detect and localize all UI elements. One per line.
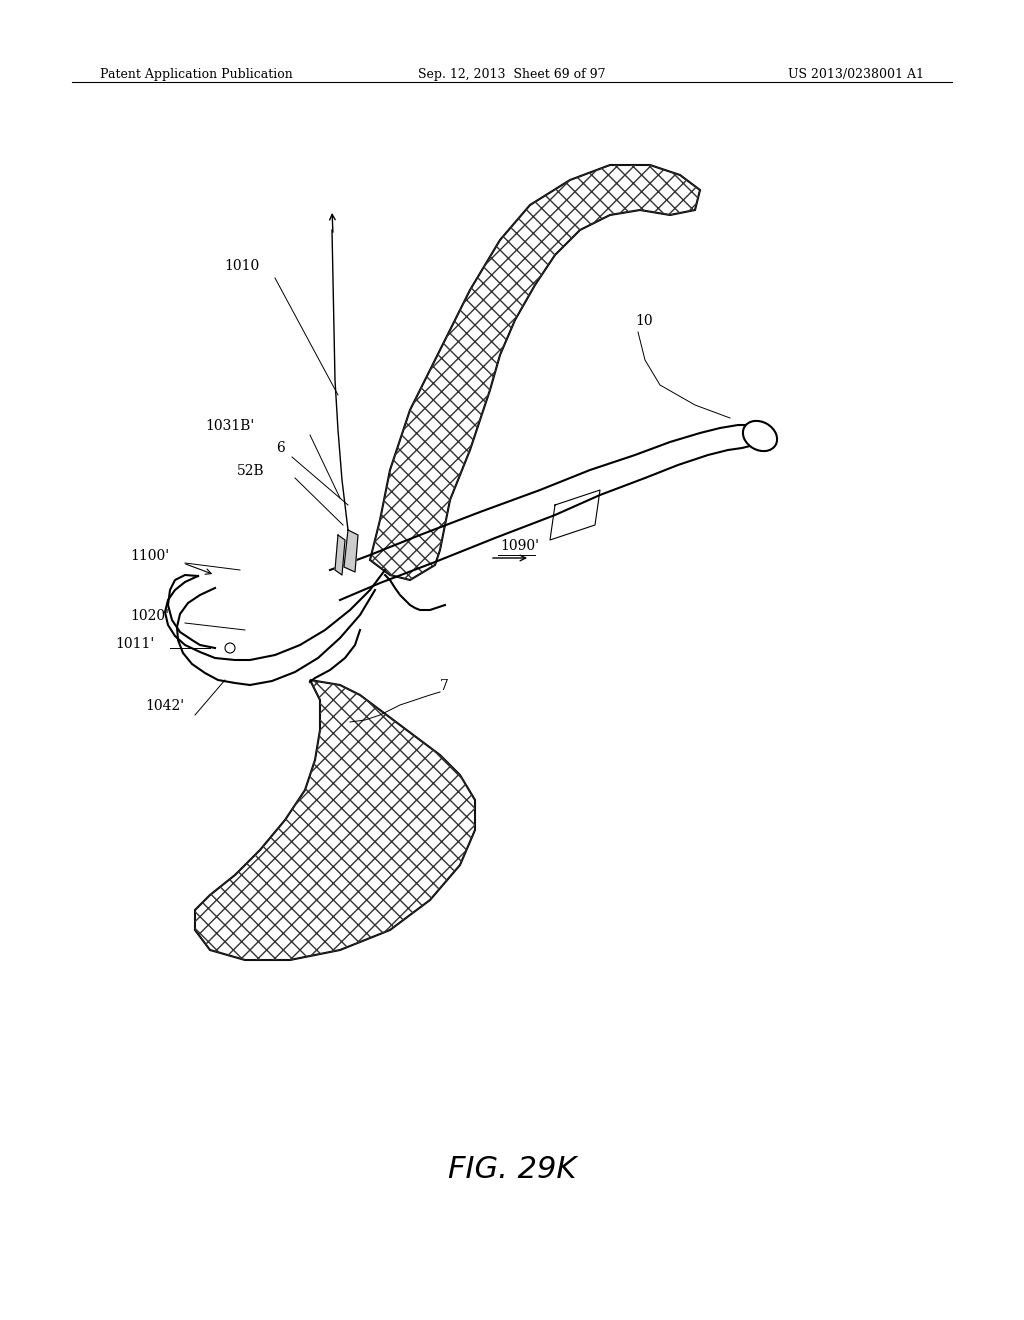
Text: US 2013/0238001 A1: US 2013/0238001 A1	[788, 69, 924, 81]
Text: Sep. 12, 2013  Sheet 69 of 97: Sep. 12, 2013 Sheet 69 of 97	[418, 69, 606, 81]
Text: 1042': 1042'	[145, 700, 184, 713]
Polygon shape	[344, 531, 358, 572]
Polygon shape	[335, 535, 345, 576]
Text: Patent Application Publication: Patent Application Publication	[100, 69, 293, 81]
Polygon shape	[195, 680, 475, 960]
Ellipse shape	[743, 421, 777, 451]
Text: 1090': 1090'	[500, 539, 539, 553]
Text: 1020': 1020'	[130, 609, 169, 623]
Polygon shape	[370, 165, 700, 579]
Text: 1100': 1100'	[130, 549, 169, 564]
Text: 1011': 1011'	[115, 638, 155, 651]
Text: 1010: 1010	[224, 259, 260, 273]
Text: 1031B': 1031B'	[206, 418, 255, 433]
Circle shape	[225, 643, 234, 653]
Text: 6: 6	[276, 441, 285, 455]
Text: FIG. 29K: FIG. 29K	[447, 1155, 577, 1184]
Text: 7: 7	[440, 678, 449, 693]
Text: 10: 10	[635, 314, 652, 327]
Text: 52B: 52B	[238, 465, 265, 478]
